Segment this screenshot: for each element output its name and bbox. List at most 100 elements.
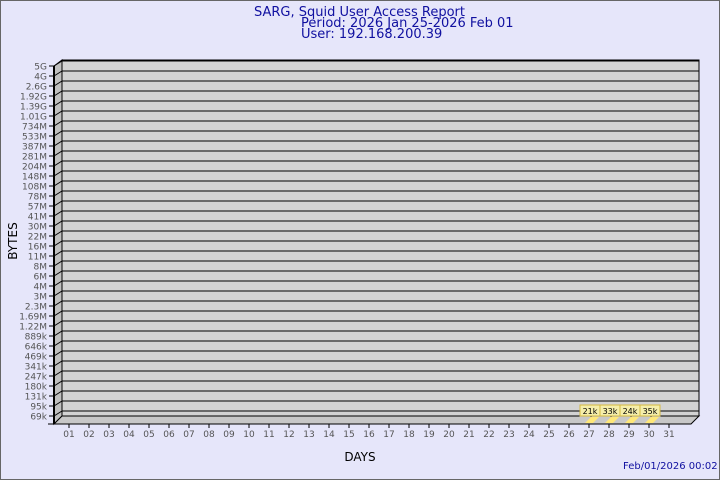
grid-diagonal <box>53 170 63 177</box>
grid-diagonal <box>53 150 63 157</box>
grid-diagonal <box>53 330 63 337</box>
y-tick-label: 3M <box>34 293 48 303</box>
x-tick-label: 28 <box>603 430 615 440</box>
bar-label-box <box>639 404 661 417</box>
grid-diagonal <box>53 400 63 407</box>
y-tick-label: 5G <box>34 63 47 73</box>
y-tick-label: 469k <box>25 353 48 363</box>
bar-label: 33k <box>603 407 618 416</box>
y-tick-label: 6M <box>34 273 48 283</box>
y-tick-label: 180k <box>25 383 48 393</box>
y-tick-label: 22M <box>28 233 47 243</box>
x-tick-label: 31 <box>663 430 674 440</box>
grid-diagonal <box>53 270 63 277</box>
bar-label: 21k <box>583 407 598 416</box>
bar <box>645 417 659 423</box>
x-tick-label: 02 <box>83 430 94 440</box>
grid-diagonal <box>53 390 63 397</box>
bar <box>605 417 619 423</box>
y-tick-label: 533M <box>22 133 47 143</box>
x-tick-label: 18 <box>403 430 415 440</box>
y-tick-label: 108M <box>22 183 47 193</box>
y-tick-label: 78M <box>28 193 47 203</box>
chart-period: Period: 2026 Jan 25-2026 Feb 01 <box>301 16 514 31</box>
floor <box>52 415 701 425</box>
y-tick-label: 204M <box>22 163 47 173</box>
y-tick-label: 57M <box>28 203 47 213</box>
grid-diagonal <box>53 60 63 67</box>
x-tick-label: 19 <box>423 430 435 440</box>
bar-label: 24k <box>623 407 638 416</box>
chart-user: User: 192.168.200.39 <box>301 27 443 42</box>
y-tick-label: 1.39G <box>20 103 47 113</box>
grid-diagonal <box>53 70 63 77</box>
y-tick-label: 281M <box>22 153 47 163</box>
chart-title: SARG, Squid User Access Report <box>254 5 465 20</box>
grid-diagonal <box>53 140 63 147</box>
y-tick-label: 1.69M <box>19 313 47 323</box>
x-tick-label: 12 <box>283 430 294 440</box>
x-tick-label: 29 <box>623 430 635 440</box>
y-tick-label: 2.3M <box>25 303 47 313</box>
y-tick-label: 341k <box>25 363 48 373</box>
x-tick-label: 26 <box>563 430 575 440</box>
x-tick-label: 10 <box>243 430 255 440</box>
grid-diagonal <box>53 220 63 227</box>
grid-diagonal <box>53 380 63 387</box>
y-tick-label: 247k <box>25 373 48 383</box>
x-tick-label: 09 <box>223 430 235 440</box>
bar <box>585 417 599 423</box>
x-tick-label: 16 <box>363 430 375 440</box>
grid-diagonal <box>53 240 63 247</box>
x-tick-label: 11 <box>263 430 274 440</box>
y-tick-label: 4M <box>34 283 48 293</box>
x-tick-label: 06 <box>163 430 175 440</box>
x-tick-label: 24 <box>523 430 535 440</box>
y-tick-label: 8M <box>34 263 48 273</box>
y-axis-label: BYTES <box>6 222 20 259</box>
x-tick-label: 03 <box>103 430 114 440</box>
grid-diagonal <box>53 110 63 117</box>
back-wall <box>61 59 700 417</box>
grid-diagonal <box>53 80 63 87</box>
x-tick-label: 15 <box>343 430 354 440</box>
x-tick-label: 27 <box>583 430 594 440</box>
grid-diagonal <box>53 190 63 197</box>
grid-diagonal <box>53 120 63 127</box>
y-tick-label: 889k <box>25 333 48 343</box>
grid-diagonal <box>53 280 63 287</box>
x-tick-label: 14 <box>323 430 335 440</box>
y-tick-label: 2.6G <box>26 83 47 93</box>
grid-diagonal <box>53 130 63 137</box>
bar-label: 35k <box>643 407 658 416</box>
y-tick-label: 387M <box>22 143 47 153</box>
x-tick-label: 04 <box>123 430 135 440</box>
x-tick-label: 17 <box>383 430 394 440</box>
x-tick-label: 01 <box>63 430 74 440</box>
y-tick-label: 30M <box>28 223 47 233</box>
y-tick-label: 1.22M <box>19 323 47 333</box>
x-tick-label: 08 <box>203 430 215 440</box>
grid-diagonal <box>53 210 63 217</box>
grid-diagonal <box>53 360 63 367</box>
grid-diagonal <box>53 100 63 107</box>
grid-diagonal <box>53 180 63 187</box>
x-tick-label: 25 <box>543 430 554 440</box>
x-tick-label: 20 <box>443 430 455 440</box>
x-tick-label: 05 <box>143 430 154 440</box>
grid-diagonal <box>53 260 63 267</box>
y-tick-label: 95k <box>30 403 47 413</box>
y-tick-label: 11M <box>28 253 47 263</box>
grid-diagonal <box>53 310 63 317</box>
y-tick-label: 4G <box>34 73 47 83</box>
x-tick-label: 21 <box>463 430 474 440</box>
grid-diagonal <box>53 410 63 417</box>
x-tick-label: 07 <box>183 430 194 440</box>
grid-diagonal <box>53 300 63 307</box>
bar <box>625 417 639 423</box>
x-tick-label: 22 <box>483 430 494 440</box>
y-tick-label: 41M <box>28 213 47 223</box>
y-tick-label: 16M <box>28 243 47 253</box>
y-tick-label: 131k <box>25 393 48 403</box>
